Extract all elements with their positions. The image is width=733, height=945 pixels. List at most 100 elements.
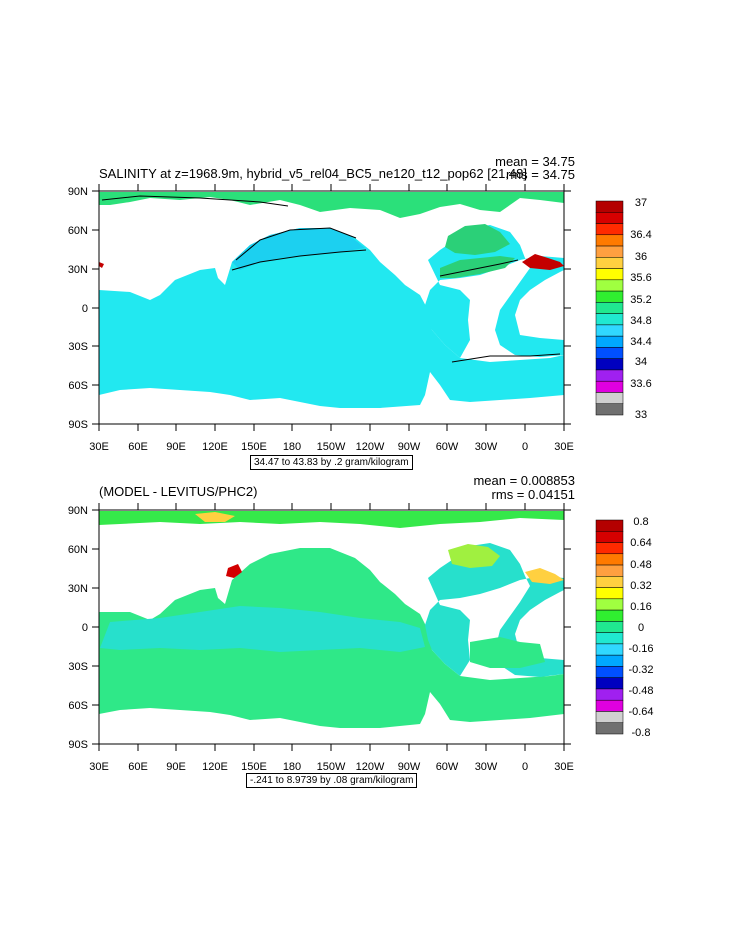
lon-label: 150E [241,761,267,773]
colorbar-swatch [595,369,624,382]
colorbar-swatch [595,257,624,269]
lon-label: 150W [317,761,346,773]
colorbar-swatch [595,531,624,543]
colorbar-label: 35.6 [630,272,651,284]
colorbar-swatch [595,302,624,314]
lat-label-60s: 60S [68,380,88,392]
lon-ticks [98,503,565,751]
colorbar-swatch [595,587,624,600]
hudson-bay-high [448,544,500,568]
lon-label: 60W [436,441,459,453]
colorbar-swatch [595,643,624,656]
colorbar-swatch [595,632,624,645]
salinity-panel: SALINITY at z=1968.9m, hybrid_v5_rel04_B… [0,0,733,472]
colorbar-label: 0.48 [630,559,651,571]
colorbar-label: 0 [638,622,644,634]
colorbar-swatch [595,553,624,566]
lon-label: 90W [398,441,421,453]
colorbar-label: 0.32 [630,580,651,592]
mean-label: mean = 34.75 [495,154,575,169]
colorbar-swatch [595,576,624,588]
lat-ticks [92,509,571,745]
colorbar-swatch [595,324,624,337]
arctic-ocean [99,192,564,218]
atlantic-south-green [470,637,545,668]
rms-label: rms = 34.75 [505,167,575,182]
colorbar-swatch [595,347,624,359]
difference-map: 90N 60N 30N 0 30S 60S 90S 30E 60E 90E 12… [68,503,654,773]
colorbar-swatch [595,223,624,236]
colorbar-swatch [595,279,624,292]
colorbar-swatch [595,200,624,213]
colorbar-swatch [595,598,624,611]
contour-range-label: 34.47 to 43.83 by .2 gram/kilogram [250,455,413,470]
lat-label-90n: 90N [68,505,88,517]
lat-label-60n: 60N [68,225,88,237]
lat-label-30s: 30S [68,661,88,673]
kamchatka-high [226,564,242,578]
lat-label-0: 0 [82,303,88,315]
colorbar-swatch [595,245,624,258]
mediterranean-high [522,254,564,270]
colorbar-label: -0.64 [628,706,653,718]
colorbar-swatch [595,666,624,678]
colorbar-label: 0.8 [633,516,648,528]
colorbar-swatch [595,290,624,303]
lat-label-30n: 30N [68,264,88,276]
colorbar-swatch [595,542,624,555]
colorbar-label: 0.64 [630,537,651,549]
lon-label: 90E [166,761,186,773]
colorbar-label: 0.16 [630,601,651,613]
colorbar-swatch [595,564,624,577]
lat-label-60s: 60S [68,700,88,712]
colorbar-swatch [595,519,624,532]
atlantic-ocean [425,543,564,677]
lat-label-60n: 60N [68,544,88,556]
difference-panel: (MODEL - LEVITUS/PHC2) mean = 0.008853 r… [0,472,733,945]
lon-label: 30E [89,761,109,773]
colorbar-label: -0.16 [628,643,653,655]
colorbar-swatch [595,654,624,667]
lat-label-30s: 30S [68,341,88,353]
colorbar-swatch [595,268,624,281]
lon-label: 180 [283,441,301,453]
lat-label-90s: 90S [68,419,88,431]
lon-label: 60W [436,761,459,773]
lat-ticks [92,190,571,425]
colorbar-label: 34.8 [630,315,651,327]
lat-label-0: 0 [82,622,88,634]
colorbar-swatch [595,335,624,348]
colorbar-label: 34 [635,356,647,368]
colorbar-swatch [595,313,624,326]
lon-label: 90W [398,761,421,773]
rms-label: rms = 0.04151 [491,487,575,502]
salinity-colorbar [595,200,624,416]
colorbar-swatch [595,677,624,690]
tropical-band [100,606,425,652]
colorbar-swatch [595,688,624,701]
colorbar-swatch [595,212,624,224]
colorbar-swatch [595,711,624,723]
colorbar-swatch [595,621,624,633]
colorbar-label: 36 [635,251,647,263]
lon-label: 60E [128,441,148,453]
colorbar-label: 34.4 [630,336,651,348]
colorbar-swatch [595,380,624,393]
colorbar-label: 33.6 [630,378,651,390]
lon-label: 0 [522,761,528,773]
colorbar-swatch [595,358,624,371]
lon-label: 120E [202,761,228,773]
panel-title: SALINITY at z=1968.9m, hybrid_v5_rel04_B… [99,166,527,181]
contour-range-label: -.241 to 8.9739 by .08 gram/kilogram [246,773,418,788]
colorbar-swatch [595,403,624,416]
lon-label: 30W [475,441,498,453]
lon-label: 150E [241,441,267,453]
colorbar-swatch [595,234,624,247]
lon-label: 90E [166,441,186,453]
lon-label: 120E [202,441,228,453]
colorbar-swatch [595,392,624,404]
colorbar-label: -0.8 [632,727,651,739]
colorbar-swatch [595,609,624,622]
colorbar-label: -0.48 [628,685,653,697]
lon-label: 30E [554,441,574,453]
